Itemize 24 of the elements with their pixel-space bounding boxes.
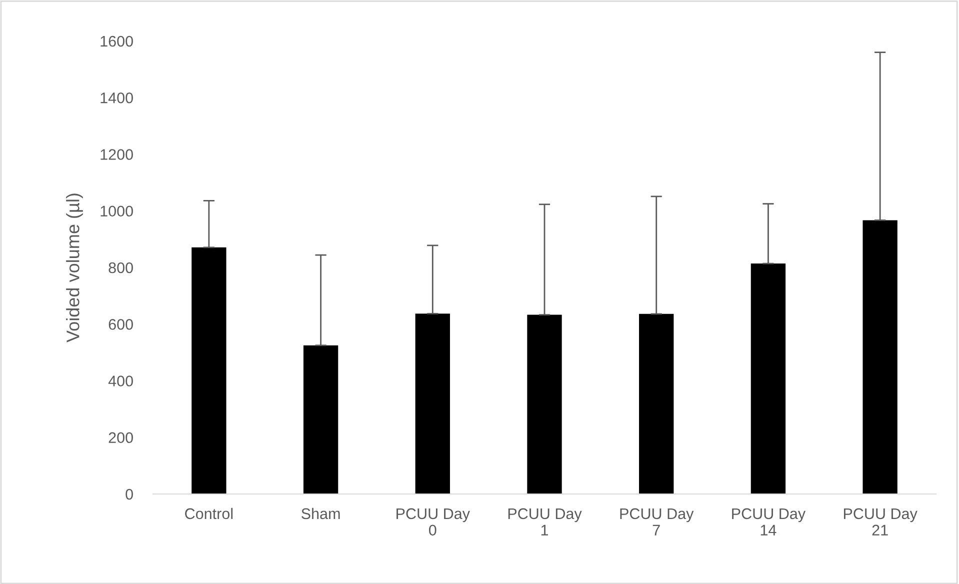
bar xyxy=(415,314,450,494)
x-tick-label: PCUU Day 0 xyxy=(396,508,470,536)
x-tick-label: PCUU Day 7 xyxy=(620,508,694,536)
bar xyxy=(750,264,786,494)
bar xyxy=(303,345,338,494)
y-tick-label: 1200 xyxy=(100,149,133,160)
bar xyxy=(862,220,898,494)
y-tick-label: 0 xyxy=(126,488,133,500)
y-axis-title: Voided volume (µl) xyxy=(66,194,83,342)
x-tick-label: PCUU Day 1 xyxy=(508,508,582,536)
y-tick-label: 800 xyxy=(108,262,133,274)
x-tick-label: Control xyxy=(185,508,233,520)
y-tick-label: 1000 xyxy=(100,206,133,217)
y-tick-label: 400 xyxy=(108,376,133,386)
y-tick-label: 600 xyxy=(108,318,133,330)
x-tick-label: Sham xyxy=(302,508,340,520)
bar xyxy=(527,314,562,494)
x-tick-label: PCUU Day 14 xyxy=(732,508,806,536)
bar xyxy=(639,314,674,494)
y-tick-label: 1400 xyxy=(100,92,133,104)
x-tick-label: PCUU Day 21 xyxy=(844,508,918,536)
y-tick-label: 1600 xyxy=(100,36,133,47)
y-tick-label: 200 xyxy=(108,432,133,444)
bar xyxy=(192,247,226,494)
